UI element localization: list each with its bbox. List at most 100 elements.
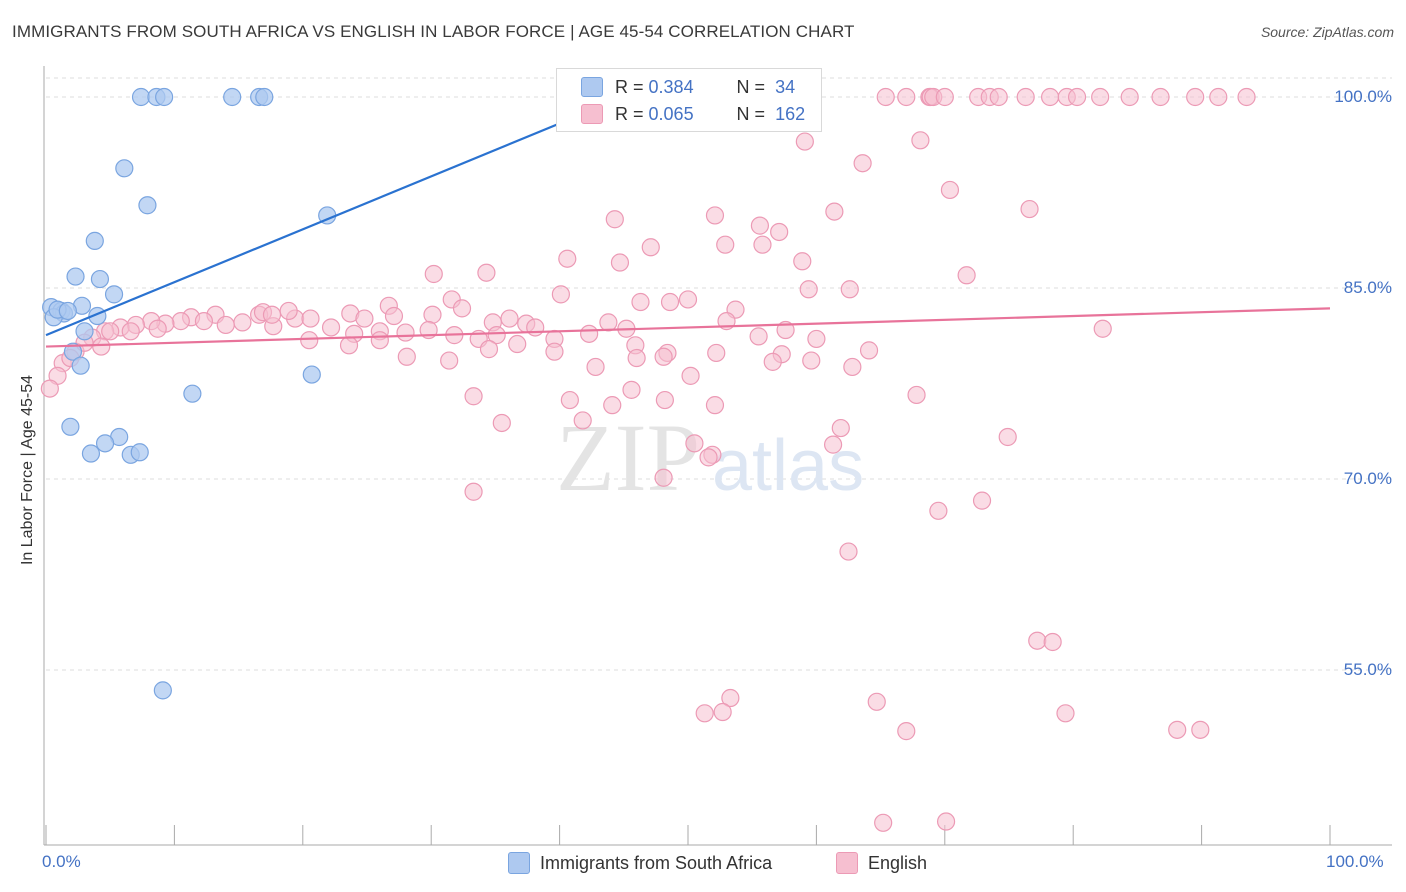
- english-point: [500, 309, 519, 328]
- english-point: [171, 312, 190, 331]
- english-point: [802, 351, 821, 370]
- english-point: [750, 216, 770, 235]
- english-point: [339, 336, 359, 355]
- south-africa-point: [183, 384, 202, 403]
- english-point: [603, 396, 622, 415]
- english-point: [580, 324, 599, 343]
- english-point: [1191, 720, 1210, 739]
- english-point: [545, 342, 564, 361]
- english-point: [423, 305, 442, 324]
- y-tick-label: 85.0%: [1343, 278, 1392, 297]
- blue-r-label: R =: [615, 76, 644, 97]
- blue-swatch: [581, 77, 603, 97]
- english-point: [424, 264, 443, 284]
- english-point: [560, 390, 579, 410]
- english-point: [874, 813, 893, 832]
- south-africa-point: [302, 365, 321, 384]
- y-axis-label: In Labor Force | Age 45-54: [19, 374, 36, 566]
- english-point: [713, 702, 732, 722]
- english-point: [867, 692, 886, 711]
- english-point: [599, 313, 618, 332]
- pink-r-value: 0.065: [648, 103, 694, 124]
- english-point: [370, 331, 389, 350]
- y-tick-label: 70.0%: [1343, 469, 1392, 488]
- south-africa-point: [85, 231, 104, 250]
- south-africa-point: [95, 434, 115, 453]
- south-africa-point: [66, 267, 85, 286]
- legend-swatch-pink: [836, 852, 858, 874]
- english-point: [763, 352, 782, 371]
- south-africa-point: [90, 269, 110, 289]
- english-trendline: [45, 307, 1331, 348]
- english-point: [631, 292, 650, 312]
- english-point: [972, 491, 992, 510]
- south-africa-point: [81, 444, 101, 463]
- english-point: [1091, 87, 1110, 107]
- trendlines: [45, 95, 1331, 348]
- south-africa-point: [130, 443, 149, 462]
- south-africa-point: [75, 322, 94, 341]
- english-point: [492, 413, 511, 433]
- english-point: [397, 347, 416, 366]
- english-point: [705, 206, 725, 225]
- english-point: [526, 318, 545, 337]
- english-point: [753, 235, 772, 254]
- english-point: [699, 448, 718, 467]
- english-point: [853, 154, 872, 173]
- legend-swatch-blue: [508, 852, 530, 874]
- english-point: [957, 266, 976, 285]
- english-point: [508, 334, 527, 354]
- english-point: [859, 341, 879, 360]
- legend-item-south-africa: Immigrants from South Africa: [508, 852, 772, 874]
- english-point: [1151, 87, 1170, 107]
- south-africa-point: [71, 356, 90, 375]
- south-africa-point: [104, 285, 124, 304]
- english-point: [121, 322, 140, 341]
- english-point: [1186, 87, 1205, 107]
- english-point: [1043, 632, 1062, 652]
- legend-label-south-africa: Immigrants from South Africa: [540, 852, 773, 873]
- english-point: [573, 411, 592, 430]
- english-point: [1093, 319, 1112, 338]
- english-point: [897, 87, 916, 107]
- english-point: [721, 688, 740, 708]
- stats-row-blue: R = 0.384 N = 34: [581, 75, 795, 99]
- south-africa-point: [115, 159, 134, 178]
- english-point: [1020, 199, 1039, 219]
- legend-label-english: English: [868, 852, 928, 873]
- english-point: [770, 222, 789, 242]
- south-africa-point: [155, 87, 174, 107]
- english-point: [793, 252, 812, 271]
- english-point: [233, 313, 252, 332]
- english-point: [1237, 87, 1256, 107]
- south-africa-point: [138, 196, 157, 215]
- english-point: [92, 337, 111, 356]
- english-point: [452, 299, 472, 318]
- south-africa-point: [58, 301, 77, 321]
- english-point: [1040, 87, 1060, 107]
- english-point: [807, 329, 826, 349]
- english-point: [936, 812, 956, 831]
- english-point: [479, 340, 499, 359]
- english-point: [654, 468, 673, 487]
- english-point: [678, 290, 698, 309]
- english-point: [929, 501, 948, 520]
- english-point: [641, 238, 660, 257]
- english-point: [300, 331, 319, 350]
- south-africa-trendline: [45, 95, 625, 337]
- english-point: [148, 319, 167, 338]
- pink-n-label: N =: [736, 103, 766, 124]
- south-africa-point: [153, 681, 172, 700]
- english-point: [440, 351, 459, 370]
- english-point: [876, 87, 895, 107]
- english-point: [464, 387, 483, 406]
- english-point: [627, 348, 646, 368]
- english-point: [707, 343, 726, 363]
- english-point: [321, 318, 341, 337]
- english-point: [799, 280, 818, 299]
- english-point: [989, 87, 1008, 107]
- stats-row-pink: R = 0.065 N = 162: [581, 102, 805, 126]
- south-africa-point: [61, 417, 80, 436]
- pink-swatch: [581, 104, 603, 124]
